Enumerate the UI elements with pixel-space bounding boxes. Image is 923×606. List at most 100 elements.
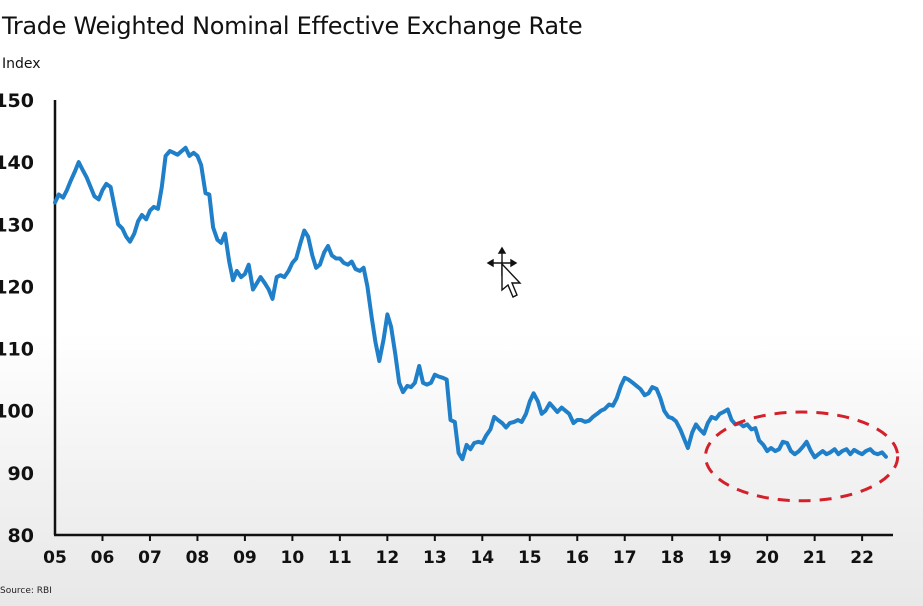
data-point xyxy=(560,406,563,409)
data-point xyxy=(338,257,341,260)
data-point xyxy=(77,161,80,164)
data-point xyxy=(837,453,840,456)
data-point xyxy=(691,431,694,434)
data-point xyxy=(299,241,302,244)
data-point xyxy=(698,428,701,431)
data-point xyxy=(220,241,223,244)
x-tick-label: 17 xyxy=(613,548,637,568)
data-point xyxy=(789,450,792,453)
data-point xyxy=(386,313,389,316)
data-point xyxy=(398,381,401,384)
data-point xyxy=(552,406,555,409)
data-point xyxy=(857,451,860,454)
x-tick-label: 10 xyxy=(281,548,305,568)
data-point xyxy=(643,394,646,397)
data-point xyxy=(667,415,670,418)
data-point xyxy=(845,448,848,451)
data-point xyxy=(137,220,140,223)
data-point xyxy=(821,450,824,453)
data-point xyxy=(726,408,729,411)
data-point xyxy=(315,266,318,269)
data-point xyxy=(327,245,330,248)
data-point xyxy=(200,164,203,167)
data-point xyxy=(196,154,199,157)
data-point xyxy=(671,417,674,420)
data-point xyxy=(750,428,753,431)
x-tick-label: 11 xyxy=(328,548,352,568)
data-point xyxy=(157,207,160,210)
data-point xyxy=(722,411,725,414)
data-point xyxy=(849,453,852,456)
data-point xyxy=(477,440,480,443)
data-point xyxy=(873,452,876,455)
data-point xyxy=(212,226,215,229)
data-point xyxy=(580,419,583,422)
data-point xyxy=(544,409,547,412)
data-point xyxy=(318,263,321,266)
data-point xyxy=(164,154,167,157)
data-point xyxy=(243,273,246,276)
data-point xyxy=(762,443,765,446)
data-point xyxy=(184,146,187,149)
data-point xyxy=(548,402,551,405)
data-point xyxy=(267,288,270,291)
data-point xyxy=(564,409,567,412)
data-point xyxy=(457,452,460,455)
data-point xyxy=(786,442,789,445)
data-point xyxy=(101,189,104,192)
x-ticks: 05 06 07 08 09 10 11 12 13 14 15 16 17 18 19 20 21 22 xyxy=(43,535,874,568)
data-point xyxy=(437,375,440,378)
data-point xyxy=(109,186,112,189)
data-point xyxy=(240,276,243,279)
data-point xyxy=(105,182,108,185)
data-point xyxy=(121,227,124,230)
data-point xyxy=(354,268,357,271)
data-point xyxy=(422,381,425,384)
data-point xyxy=(160,186,163,189)
data-point xyxy=(350,260,353,263)
highlight-ellipse xyxy=(704,410,900,503)
data-point xyxy=(303,229,306,232)
x-tick-label: 13 xyxy=(423,548,447,568)
data-point xyxy=(714,417,717,420)
x-tick-label: 06 xyxy=(91,548,115,568)
data-point xyxy=(513,420,516,423)
data-point xyxy=(65,189,68,192)
data-point xyxy=(342,261,345,264)
data-point xyxy=(758,439,761,442)
data-point xyxy=(418,365,421,368)
data-point xyxy=(501,422,504,425)
data-point xyxy=(801,445,804,448)
x-tick-label: 22 xyxy=(850,548,874,568)
data-point xyxy=(382,338,385,341)
data-point xyxy=(358,269,361,272)
data-point xyxy=(113,204,116,207)
data-point xyxy=(224,232,227,235)
series-line-neer xyxy=(53,145,888,462)
data-point xyxy=(525,412,528,415)
x-tick-label: 21 xyxy=(803,548,827,568)
data-point xyxy=(374,341,377,344)
data-point xyxy=(481,442,484,445)
data-point xyxy=(430,381,433,384)
data-point xyxy=(410,386,413,389)
data-point xyxy=(742,425,745,428)
data-point xyxy=(402,391,405,394)
data-point xyxy=(619,384,622,387)
data-point xyxy=(864,450,867,453)
data-point xyxy=(263,282,266,285)
data-point xyxy=(279,274,282,277)
data-point xyxy=(330,254,333,257)
data-point xyxy=(291,261,294,264)
data-point xyxy=(433,373,436,376)
data-point xyxy=(85,176,88,179)
x-tick-label: 19 xyxy=(708,548,732,568)
data-point xyxy=(81,168,84,171)
data-point xyxy=(271,297,274,300)
data-point xyxy=(746,423,749,426)
data-point xyxy=(591,415,594,418)
data-point xyxy=(311,254,314,257)
data-point xyxy=(140,214,143,217)
data-point xyxy=(881,451,884,454)
